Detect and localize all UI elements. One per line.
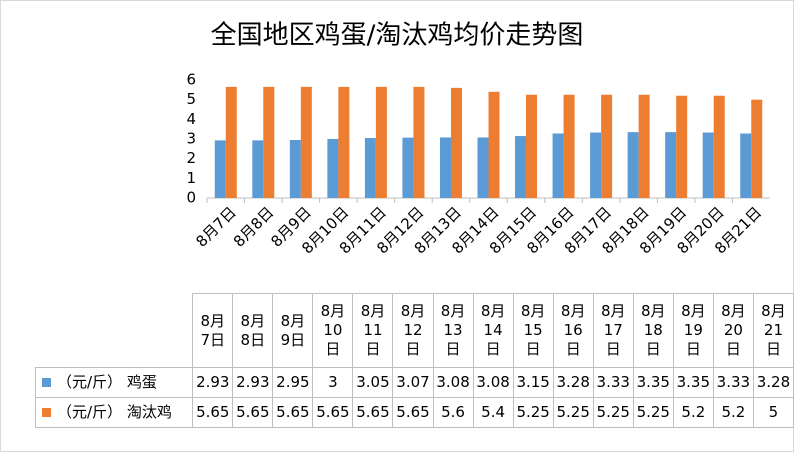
x-tick-label: 8月7日 <box>192 203 239 250</box>
bar <box>563 94 575 198</box>
table-value: 5 <box>752 397 794 428</box>
table-value: 3 <box>312 367 354 398</box>
bar <box>402 137 414 198</box>
table-value: 5.65 <box>232 397 274 428</box>
legend-cell: （元/斤） 鸡蛋 <box>34 367 194 398</box>
bar <box>590 132 602 198</box>
table-header: 8月13日 <box>432 293 474 368</box>
y-tick-label: 5 <box>186 90 196 108</box>
table-value: 3.35 <box>672 367 714 398</box>
bar <box>289 139 301 198</box>
table-value: 3.15 <box>512 367 554 398</box>
bar <box>627 132 639 198</box>
bar <box>413 86 425 198</box>
y-tick-label: 3 <box>186 130 196 148</box>
bar <box>300 86 312 198</box>
bar <box>751 99 763 198</box>
table-value: 5.25 <box>632 397 674 428</box>
legend-swatch <box>42 408 51 417</box>
table-header: 8月18日 <box>632 293 674 368</box>
table-value: 2.93 <box>192 367 234 398</box>
table-value: 5.65 <box>392 397 434 428</box>
table-header: 8月20日 <box>712 293 754 368</box>
table-value: 3.05 <box>352 367 394 398</box>
bar <box>740 133 752 198</box>
table-value: 5.2 <box>672 397 714 428</box>
y-tick-label: 6 <box>186 71 196 89</box>
bar <box>225 86 237 198</box>
table-header: 8月21日 <box>752 293 794 368</box>
legend-label: （元/斤） 淘汰鸡 <box>57 403 172 421</box>
bar <box>327 139 339 198</box>
bar <box>665 132 677 198</box>
table-value: 5.6 <box>432 397 474 428</box>
table-value: 5.4 <box>472 397 514 428</box>
table-header: 8月8日 <box>232 293 274 368</box>
data-table: 8月7日 8月8日 8月9日 8月10日 8月11日 8月12日 8月13日 8月14日 8月1… <box>34 293 794 428</box>
x-tick-label: 8月8日 <box>230 203 277 250</box>
table-value: 5.65 <box>272 397 314 428</box>
y-tick-label: 1 <box>186 169 196 187</box>
bar <box>526 94 538 198</box>
bar <box>338 86 350 198</box>
table-value: 3.33 <box>712 367 754 398</box>
table-value: 2.93 <box>232 367 274 398</box>
table-value: 5.65 <box>352 397 394 428</box>
table-row: （元/斤） 鸡蛋 2.93 2.93 2.95 3 3.05 3.07 3.08 3.08 3.1… <box>34 367 794 398</box>
legend-label: （元/斤） 鸡蛋 <box>57 373 157 391</box>
bar <box>252 140 264 198</box>
bar <box>214 140 226 198</box>
table-header: 8月17日 <box>592 293 634 368</box>
chart-title: 全国地区鸡蛋/淘汰鸡均价走势图 <box>211 21 584 51</box>
bar <box>439 137 451 198</box>
legend-cell: （元/斤） 淘汰鸡 <box>34 397 194 428</box>
y-tick-label: 4 <box>186 110 196 128</box>
table-value: 5.25 <box>552 397 594 428</box>
bar <box>477 137 489 198</box>
bar <box>375 86 387 198</box>
table-value: 3.08 <box>432 367 474 398</box>
table-header: 8月15日 <box>512 293 554 368</box>
bar <box>450 87 462 198</box>
table-row: （元/斤） 淘汰鸡 5.65 5.65 5.65 5.65 5.65 5.65 5.6 5.4 5… <box>34 397 794 428</box>
bar <box>263 86 275 198</box>
table-header: 8月12日 <box>392 293 434 368</box>
legend-swatch <box>42 378 51 387</box>
table-value: 3.07 <box>392 367 434 398</box>
bar <box>702 132 714 198</box>
table-value: 2.95 <box>272 367 314 398</box>
table-header: 8月9日 <box>272 293 314 368</box>
table-corner <box>35 293 194 368</box>
table-value: 5.65 <box>192 397 234 428</box>
table-header: 8月11日 <box>352 293 394 368</box>
bar <box>713 95 725 198</box>
table-value: 5.25 <box>592 397 634 428</box>
bar <box>638 94 650 198</box>
table-value: 5.2 <box>712 397 754 428</box>
bar <box>488 91 500 198</box>
table-header: 8月7日 <box>192 293 234 368</box>
table-header-row: 8月7日 8月8日 8月9日 8月10日 8月11日 8月12日 8月13日 8月14日 8月1… <box>35 293 794 368</box>
y-tick-label: 2 <box>186 149 196 167</box>
table-value: 3.33 <box>592 367 634 398</box>
bar <box>515 136 527 198</box>
table-value: 5.25 <box>512 397 554 428</box>
y-tick-label: 0 <box>186 189 196 207</box>
bar <box>552 133 564 198</box>
table-value: 3.28 <box>552 367 594 398</box>
table-header: 8月19日 <box>672 293 714 368</box>
table-value: 3.08 <box>472 367 514 398</box>
table-header: 8月14日 <box>472 293 514 368</box>
bar <box>676 95 688 198</box>
table-header: 8月10日 <box>312 293 354 368</box>
bar <box>601 94 613 198</box>
table-header: 8月16日 <box>552 293 594 368</box>
bar <box>364 138 376 198</box>
table-value: 5.65 <box>312 397 354 428</box>
table-value: 3.35 <box>632 367 674 398</box>
table-value: 3.28 <box>752 367 794 398</box>
